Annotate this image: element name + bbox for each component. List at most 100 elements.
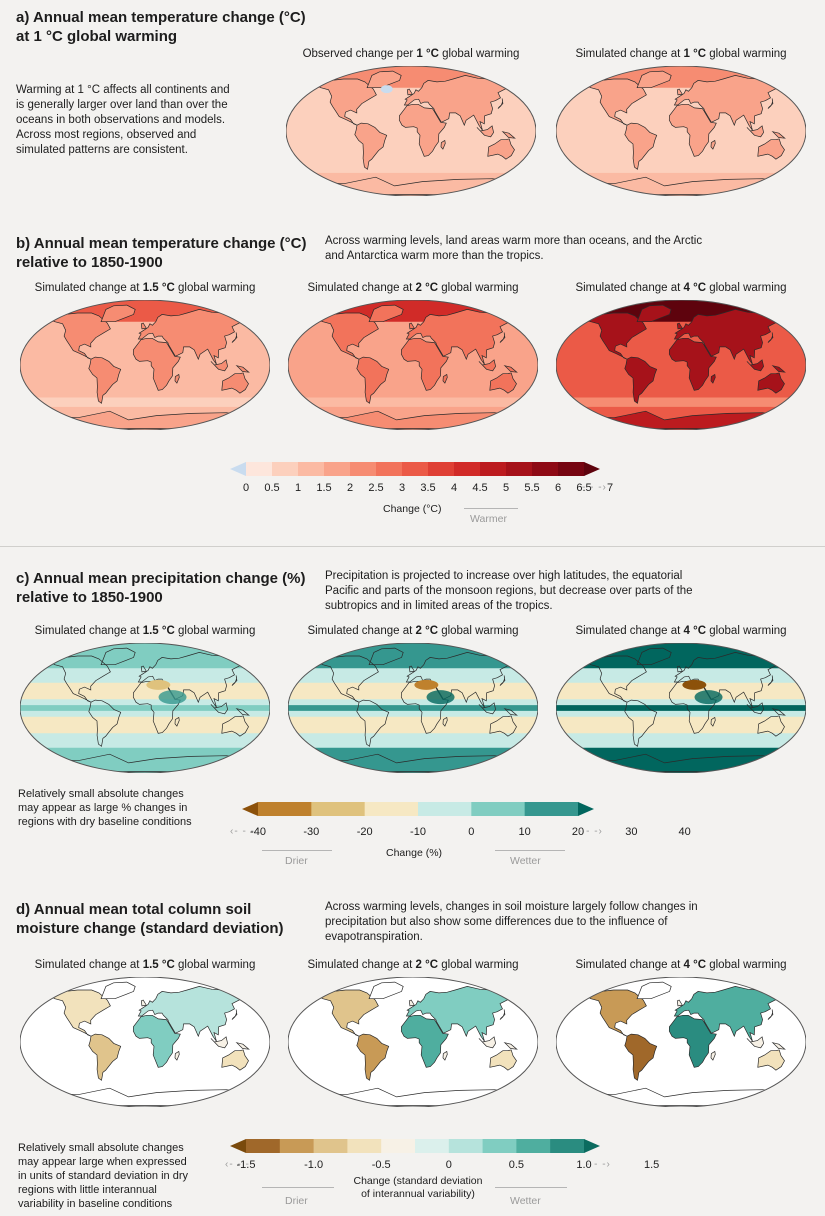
map-label-precip-1-5c: Simulated change at 1.5 °C global warmin… <box>34 625 256 637</box>
continent-outline <box>47 655 111 703</box>
colorbar-arrow-right <box>578 802 594 816</box>
colorbar-arrow-left <box>230 1139 246 1153</box>
continent-outline <box>583 655 647 703</box>
continent-outline <box>140 665 147 673</box>
panel-a-description: Warming at 1 °C affects all continents a… <box>16 84 230 156</box>
wetter-arrow <box>495 850 565 851</box>
map-precip-4c <box>555 642 807 774</box>
soil-drier-arrow <box>262 1187 334 1188</box>
continent-outline <box>489 715 517 737</box>
panel-a-title: a) Annual mean temperature change (°C) a… <box>16 9 306 45</box>
continent-shape <box>398 103 447 157</box>
continent-shape <box>47 989 111 1037</box>
colorbar-tick-label: 20 <box>571 826 585 838</box>
colorbar-segment <box>246 462 273 476</box>
continent-outline <box>132 680 181 734</box>
continent-outline <box>368 647 404 666</box>
map-temp-1-5c <box>19 299 271 431</box>
soil-wetter-arrow <box>495 1187 567 1188</box>
continent-shape <box>132 1014 181 1068</box>
colorbar-tick-label: -0.5 <box>371 1159 391 1171</box>
colorbar-segment <box>298 462 325 476</box>
continent-shape <box>442 373 448 384</box>
continent-shape <box>408 999 415 1007</box>
continent-shape <box>174 1050 180 1061</box>
continent-shape <box>100 304 136 323</box>
warmer-arrow <box>464 508 518 509</box>
monsoon-wetting <box>426 690 455 705</box>
continent-shape <box>235 365 250 373</box>
continent-shape <box>400 337 449 391</box>
colorbar-tick-label: 6 <box>554 482 562 494</box>
continent-shape <box>88 356 122 404</box>
continent-shape <box>315 312 379 360</box>
colorbar-tick-label: 2 <box>346 482 354 494</box>
colorbar-segment <box>324 462 351 476</box>
map-temp-4c <box>555 299 807 431</box>
continent-shape <box>315 989 379 1037</box>
arctic-band <box>570 643 792 669</box>
continent-shape <box>767 1009 774 1020</box>
colorbar-tick-label: 3.5 <box>420 482 436 494</box>
panel-d-description: Across warming levels, changes in soil m… <box>325 901 698 943</box>
colorbar-segment <box>524 802 579 816</box>
colorbar-tick-label: 3 <box>398 482 406 494</box>
continent-shape <box>356 356 390 404</box>
map-label-temp-4c: Simulated change at 4 °C global warming <box>575 282 787 294</box>
precipitation-colorbar-label: Change (%) <box>386 847 443 859</box>
colorbar-segment <box>364 802 419 816</box>
continent-outline <box>771 708 786 716</box>
soil-moisture-colorbar-ticks: -1.5 -1.0 -0.5 0 0.5 1.0 1.5 <box>0 1159 825 1173</box>
colorbar-segment <box>506 462 533 476</box>
equatorial-band <box>288 705 538 711</box>
colorbar-tick-label: 6.5 <box>576 482 592 494</box>
continent-shape <box>47 312 111 360</box>
soil-colorbar-label: Change (standard deviation of interannua… <box>353 1175 483 1200</box>
continent-shape <box>636 981 672 1000</box>
soil-map-svg <box>555 976 807 1108</box>
colorbar-tick-label: -40 <box>250 826 266 838</box>
map-label-precip-4c: Simulated change at 4 °C global warming <box>575 625 787 637</box>
colorbar-segment <box>454 462 481 476</box>
continent-shape <box>710 139 716 150</box>
arctic-band <box>302 643 524 669</box>
continent-shape <box>636 304 672 323</box>
colorbar-segment <box>550 1139 585 1153</box>
continent-outline <box>676 665 683 673</box>
colorbar-segment <box>246 1139 281 1153</box>
colorbar-arrow-right <box>584 462 600 476</box>
soil-map-svg <box>287 976 539 1108</box>
colorbar-svg <box>230 1139 600 1153</box>
continent-shape <box>368 981 404 1000</box>
continent-shape <box>499 1009 506 1020</box>
continent-outline <box>315 655 379 703</box>
continent-outline <box>442 716 448 727</box>
colorbar-tick-label: 40 <box>678 826 691 838</box>
subtropic-band-south <box>20 716 270 734</box>
precip-map-svg <box>555 642 807 774</box>
subtropic-band-north <box>556 682 806 700</box>
map-soil-4c <box>555 976 807 1108</box>
southern-ocean-band <box>295 163 527 173</box>
continent-outline <box>235 708 250 716</box>
colorbar-segment <box>279 1139 315 1153</box>
mediterranean-drying <box>414 679 439 690</box>
panel-d-note: Relatively small absolute changes may ap… <box>18 1142 188 1210</box>
precipitation-colorbar-more-dots: - - -› <box>578 826 603 837</box>
colorbar-segment <box>418 802 472 816</box>
panel-b: b) Annual mean temperature change (°C) r… <box>0 216 825 546</box>
continent-outline <box>400 680 449 734</box>
continent-outline <box>408 665 415 673</box>
panel-c-title: c) Annual mean precipitation change (%) … <box>16 570 306 606</box>
continent-shape <box>354 122 388 170</box>
continent-shape <box>583 989 647 1037</box>
continent-shape <box>440 139 446 150</box>
continent-shape <box>140 322 147 330</box>
colorbar-arrow-left <box>242 802 258 816</box>
precip-map-svg <box>287 642 539 774</box>
colorbar-segment <box>415 1139 450 1153</box>
continent-shape <box>771 1042 786 1050</box>
continent-shape <box>231 332 238 343</box>
continent-shape <box>137 986 248 1042</box>
panel-d: d) Annual mean total column soil moistur… <box>0 875 825 1216</box>
